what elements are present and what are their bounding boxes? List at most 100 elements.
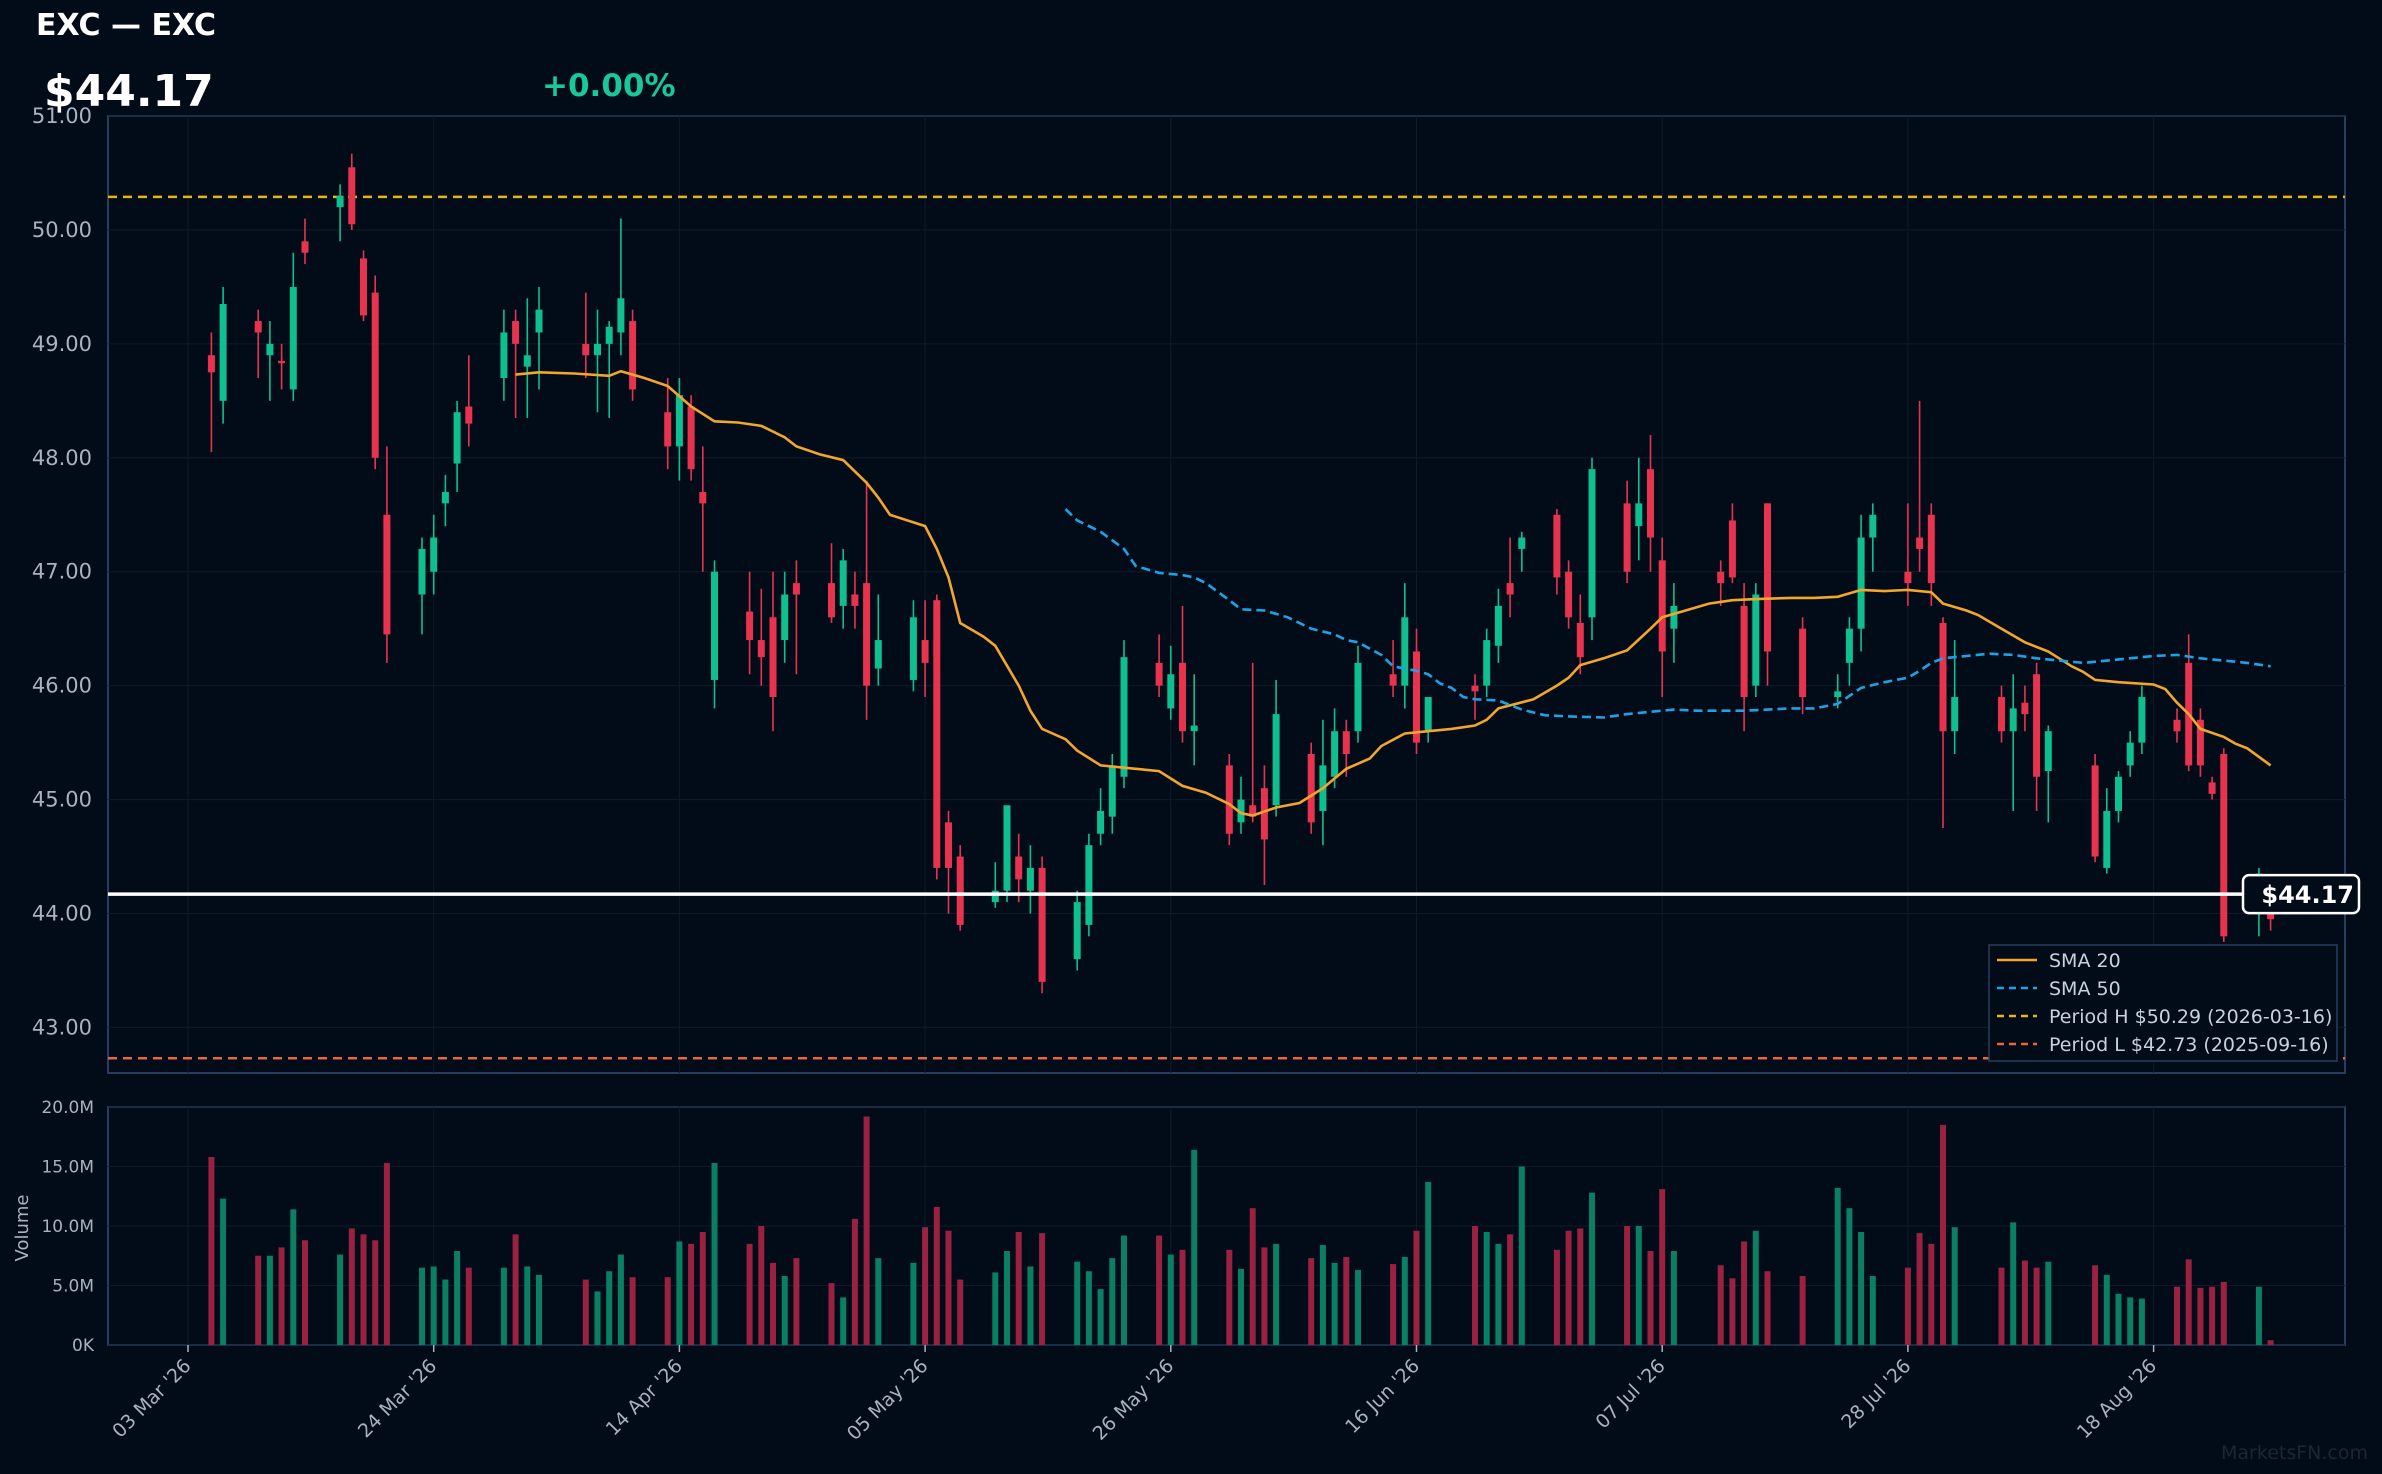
volume-bar xyxy=(1401,1256,1408,1345)
legend-box xyxy=(1988,944,2338,1062)
volume-bar xyxy=(512,1234,519,1345)
volume-bar xyxy=(676,1241,683,1345)
candle-body xyxy=(605,326,613,344)
candle-body xyxy=(629,321,637,390)
candle-body xyxy=(2220,754,2228,937)
volume-bar xyxy=(770,1262,776,1345)
candle-body xyxy=(769,617,777,698)
candle-body xyxy=(1471,685,1479,692)
candle-body xyxy=(746,611,754,641)
x-tick-label: 03 Mar '26 xyxy=(108,1355,195,1442)
volume-bar xyxy=(1998,1267,2005,1345)
volume-bar xyxy=(711,1162,718,1345)
candle-body xyxy=(1401,617,1409,686)
candle-body xyxy=(1237,799,1245,823)
volume-bar xyxy=(266,1255,273,1345)
candle-body xyxy=(792,583,800,595)
volume-bar xyxy=(957,1279,964,1345)
candle-body xyxy=(1120,657,1128,777)
x-axis: 03 Mar '26 24 Mar '26 14 Apr '26 05 May '26… xyxy=(108,1345,2161,1445)
candle-body xyxy=(851,594,859,606)
candle-body xyxy=(1553,514,1561,578)
candle-body xyxy=(383,514,391,635)
volume-bar xyxy=(1729,1278,1736,1345)
candle-body xyxy=(874,640,882,669)
candle-body xyxy=(1155,662,1163,686)
volume-bar xyxy=(699,1231,706,1345)
volume-bar xyxy=(922,1227,929,1345)
candle-body xyxy=(1647,469,1654,538)
volume-bar xyxy=(1869,1275,1876,1345)
x-tick-label: 05 May '26 xyxy=(843,1355,933,1445)
legend: SMA 20 SMA 50 Period H $50.29 (2026-03-16)… xyxy=(1988,944,2338,1062)
volume-bar xyxy=(606,1271,613,1345)
candle-body xyxy=(207,355,215,373)
volume-bars xyxy=(208,1116,2274,1345)
volume-bar xyxy=(2138,1298,2145,1345)
volume-bar xyxy=(1624,1226,1631,1345)
candle-body xyxy=(991,890,999,903)
candle-body xyxy=(2021,702,2029,715)
volume-bar xyxy=(1343,1256,1350,1345)
volume-bar xyxy=(536,1274,542,1345)
price-tick-label: 51.00 xyxy=(32,104,92,128)
sma-lines xyxy=(515,369,2272,817)
volume-bar xyxy=(945,1230,952,1345)
volume-bar xyxy=(383,1162,390,1345)
price-tick-label: 47.00 xyxy=(32,560,92,584)
candle-body xyxy=(1740,605,1748,698)
volume-bar xyxy=(1249,1208,1256,1345)
volume-bar xyxy=(1109,1258,1116,1345)
candle-body xyxy=(1003,805,1011,891)
candle-body xyxy=(582,343,590,356)
candle-body xyxy=(863,583,871,686)
candle-body xyxy=(1015,856,1023,880)
volume-bar xyxy=(290,1209,297,1345)
candle-body xyxy=(1764,503,1771,652)
volume-bar xyxy=(582,1279,589,1345)
volume-bar xyxy=(1015,1231,1022,1345)
volume-bar xyxy=(1191,1149,1198,1345)
volume-bar xyxy=(2209,1286,2216,1345)
volume-bar xyxy=(1858,1231,1865,1345)
volume-bar xyxy=(524,1266,531,1345)
candle-body xyxy=(1038,867,1046,982)
volume-bar xyxy=(1425,1181,1432,1345)
volume-bar xyxy=(1565,1230,1572,1345)
current-price: $44.17 xyxy=(44,66,214,117)
volume-bar xyxy=(2115,1293,2122,1345)
volume-bar xyxy=(1670,1250,1677,1345)
volume-bar xyxy=(840,1297,847,1345)
volume-bar xyxy=(1483,1231,1490,1345)
candle-body xyxy=(1225,765,1233,834)
candle-body xyxy=(1167,674,1175,709)
volume-tick-label: 5.0M xyxy=(52,1277,94,1297)
candle-body xyxy=(1494,605,1502,646)
x-tick-label: 14 Apr '26 xyxy=(602,1355,687,1440)
volume-bar xyxy=(1518,1166,1525,1345)
candle-body xyxy=(1272,714,1280,806)
volume-bar xyxy=(430,1266,437,1345)
candle-body xyxy=(1249,805,1257,817)
candle-body xyxy=(1717,571,1725,584)
candle-body xyxy=(1108,765,1116,817)
legend-label: SMA 20 xyxy=(2049,950,2121,972)
volume-bar xyxy=(1951,1227,1958,1345)
volume-bar xyxy=(454,1250,461,1345)
volume-bar xyxy=(1261,1247,1268,1345)
volume-bar xyxy=(746,1243,753,1345)
candle-body xyxy=(430,537,438,572)
candle-body xyxy=(594,343,601,356)
candle-body xyxy=(535,309,543,333)
volume-axis-label: Volume xyxy=(12,1195,33,1262)
price-tick-label: 48.00 xyxy=(32,446,92,470)
volume-bar xyxy=(1226,1249,1233,1345)
candle-body xyxy=(1752,594,1760,686)
volume-bar xyxy=(1717,1265,1724,1345)
candle-body xyxy=(1904,571,1912,584)
candle-body xyxy=(1939,622,1947,732)
candle-body xyxy=(336,195,344,208)
price-tick-label: 49.00 xyxy=(32,332,92,356)
x-tick-label: 26 May '26 xyxy=(1089,1355,1179,1445)
volume-bar xyxy=(372,1240,379,1345)
